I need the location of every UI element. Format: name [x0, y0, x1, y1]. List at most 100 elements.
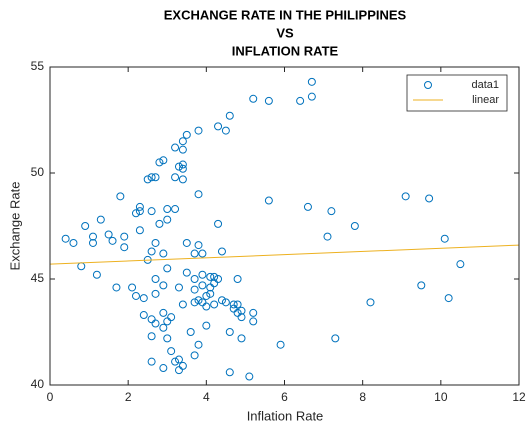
scatter-point — [178, 300, 187, 309]
scatter-point — [217, 296, 226, 305]
scatter-point — [167, 313, 176, 322]
scatter-point — [139, 294, 148, 303]
scatter-point — [151, 173, 160, 182]
scatter-point — [417, 281, 426, 290]
chart-title: INFLATION RATE — [232, 43, 339, 58]
scatter-point — [249, 317, 258, 326]
scatter-point — [190, 285, 199, 294]
fit-line — [49, 244, 520, 265]
scatter-point — [131, 291, 140, 300]
scatter-point — [190, 351, 199, 360]
scatter-point — [159, 364, 168, 373]
scatter-point — [225, 111, 234, 120]
scatter-point — [147, 357, 156, 366]
scatter-point — [163, 205, 172, 214]
scatter-point — [214, 275, 223, 283]
scatter-point — [159, 156, 168, 165]
scatter-point — [155, 158, 164, 167]
scatter-point — [214, 219, 223, 228]
scatter-point — [61, 234, 70, 243]
scatter-point — [178, 164, 187, 173]
x-tick-label: 8 — [359, 390, 366, 404]
x-tick-label: 0 — [47, 390, 54, 404]
scatter-point — [233, 275, 242, 283]
scatter-point — [237, 334, 246, 343]
scatter-point — [198, 249, 207, 258]
scatter-point — [81, 222, 90, 230]
scatter-point — [174, 355, 183, 364]
scatter-point — [425, 194, 434, 203]
scatter-point — [206, 289, 215, 298]
scatter-point — [366, 298, 375, 307]
scatter-point — [194, 296, 203, 305]
scatter-point — [190, 275, 199, 283]
plot-area — [50, 67, 519, 385]
scatter-point — [202, 302, 211, 311]
scatter-point — [163, 215, 172, 224]
scatter-point — [163, 334, 172, 343]
scatter-point — [444, 294, 453, 303]
scatter-point — [159, 249, 168, 258]
x-axis-label: Inflation Rate — [247, 408, 324, 423]
y-tick-label: 55 — [31, 59, 45, 73]
scatter-point — [143, 175, 152, 184]
scatter-point — [276, 340, 285, 349]
legend-swatch — [424, 81, 432, 89]
scatter-point — [167, 347, 176, 356]
scatter-point — [178, 361, 187, 370]
x-tick-label: 2 — [125, 390, 132, 404]
scatter-point — [128, 283, 137, 292]
scatter-point — [194, 190, 203, 199]
scatter-point — [147, 173, 156, 182]
scatter-point — [92, 270, 101, 279]
scatter-point — [151, 238, 160, 247]
scatter-point — [229, 300, 238, 309]
scatter-point — [151, 289, 160, 298]
scatter-point — [88, 232, 97, 241]
scatter-point — [440, 234, 449, 243]
scatter-point — [135, 207, 144, 216]
scatter-point — [135, 226, 144, 235]
scatter-point — [307, 77, 316, 86]
scatter-point — [178, 175, 187, 184]
scatter-point — [96, 215, 105, 224]
scatter-point — [323, 232, 332, 241]
scatter-point — [186, 328, 195, 336]
scatter-point — [210, 272, 219, 281]
scatter-point — [182, 130, 191, 139]
scatter-point — [151, 319, 160, 328]
scatter-point — [159, 323, 168, 332]
scatter-point — [104, 230, 113, 239]
scatter-point — [194, 340, 203, 349]
scatter-point — [214, 122, 223, 131]
scatter-point — [198, 270, 207, 279]
scatter-point — [264, 196, 273, 205]
scatter-point — [171, 143, 180, 152]
scatter-point — [327, 207, 336, 216]
scatter-point — [210, 300, 219, 309]
scatter-point — [120, 232, 129, 241]
scatter-point — [221, 298, 230, 307]
scatter-point — [116, 192, 125, 201]
scatter-point — [206, 272, 215, 281]
scatter-point — [225, 328, 234, 336]
scatter-point — [202, 321, 211, 330]
scatter-point — [147, 332, 156, 341]
scatter-point — [190, 298, 199, 307]
y-tick-label: 45 — [31, 271, 45, 285]
scatter-point — [171, 205, 180, 214]
chart-title: EXCHANGE RATE IN THE PHILIPPINES — [164, 7, 407, 22]
y-tick-label: 50 — [31, 165, 45, 179]
x-tick-label: 4 — [203, 390, 210, 404]
scatter-point — [88, 238, 97, 247]
scatter-point — [198, 281, 207, 290]
scatter-point — [159, 308, 168, 317]
scatter-point — [190, 249, 199, 258]
legend-label: linear — [472, 94, 499, 106]
scatter-point — [264, 96, 273, 105]
scatter-point — [401, 192, 410, 201]
scatter-point — [159, 281, 168, 290]
scatter-point — [249, 308, 258, 317]
scatter-point — [155, 219, 164, 228]
